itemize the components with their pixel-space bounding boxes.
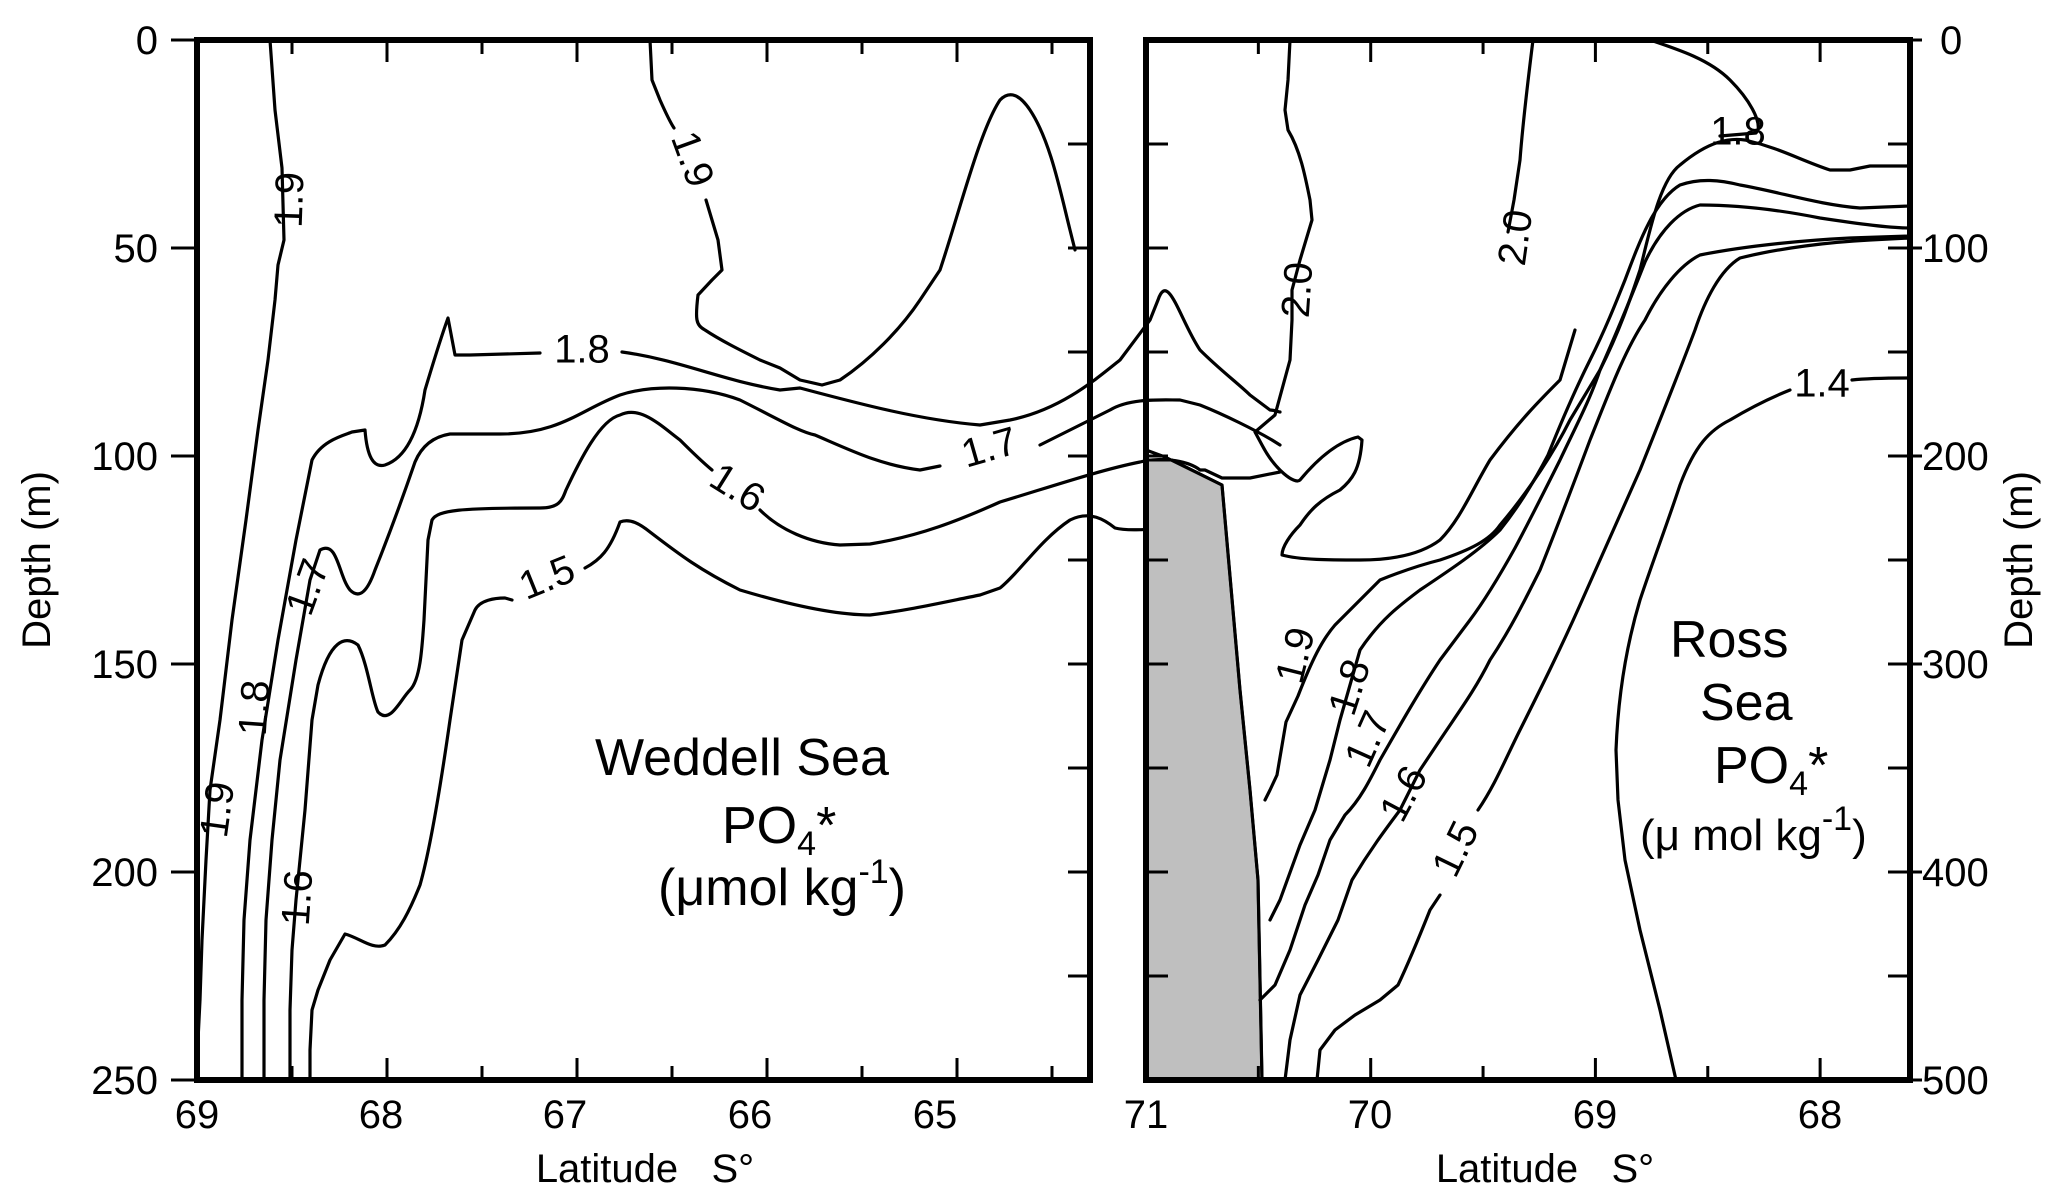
weddell-ytick-150: 150: [91, 643, 158, 687]
ross-annotation: Ross Sea PO4* (μ mol kg-1): [1640, 611, 1867, 860]
ross-contour-1.4: [1614, 388, 1792, 1082]
weddell-ytick-50: 50: [114, 227, 159, 271]
ross-contour-1.5-b: [1476, 236, 1912, 812]
weddell-label-1.8-mid: 1.8: [554, 328, 610, 372]
ross-label-2.0-right: 2.0: [1490, 207, 1541, 268]
ross-label-1.5: 1.5: [1424, 814, 1488, 883]
weddell-label-1.7-left: 1.7: [278, 554, 338, 621]
ross-label-1.4: 1.4: [1794, 362, 1850, 406]
weddell-annotation-title: Weddell Sea: [595, 729, 889, 787]
weddell-contour-1.7-b: [1038, 398, 1282, 447]
weddell-xtick-67: 67: [543, 1093, 588, 1137]
ross-x-tick-labels: 71 70 69 68: [1124, 1093, 1843, 1137]
weddell-annotation-units: (μmol kg-1): [658, 853, 906, 917]
ross-xtick-69: 69: [1573, 1093, 1618, 1137]
weddell-label-1.9-upper: 1.9: [662, 126, 722, 193]
ross-contour-labels: 1.8 2.0 2.0 1.9 1.8 1.7 1.6 1.5 1.4: [1268, 110, 1850, 884]
weddell-ytick-0: 0: [136, 19, 158, 63]
ross-contours: [1253, 38, 1912, 1082]
weddell-contour-1.8-b: [620, 289, 1282, 427]
weddell-contour-1.5-b: [583, 514, 1207, 617]
ross-xtick-71: 71: [1124, 1093, 1169, 1137]
weddell-label-1.8-left: 1.8: [231, 679, 279, 738]
ross-x-axis-title: Latitude S°: [1436, 1147, 1654, 1191]
ross-label-1.8-top: 1.8: [1710, 110, 1766, 154]
ross-label-2.0-left: 2.0: [1274, 261, 1322, 320]
ross-y-tick-labels: 0 100 200 300 400 500: [1922, 19, 1989, 1103]
ross-ytick-500: 500: [1922, 1059, 1989, 1103]
weddell-contour-labels: 1.9 1.9 1.8 1.8 1.7 1.7 1.6 1.6 1.5 1.9: [192, 126, 1022, 928]
weddell-label-1.9-top: 1.9: [267, 171, 313, 228]
weddell-contour-1.9-c: [694, 93, 1077, 387]
ross-ytick-0: 0: [1940, 19, 1962, 63]
ross-panel: 1.8 2.0 2.0 1.9 1.8 1.7 1.6 1.5 1.4 71 7…: [1124, 19, 2041, 1191]
weddell-y-tick-labels: 0 50 100 150 200 250: [91, 19, 158, 1103]
weddell-panel: 1.9 1.9 1.8 1.8 1.7 1.7 1.6 1.6 1.5 1.9 …: [15, 19, 1282, 1191]
weddell-annotation: Weddell Sea PO4* (μmol kg-1): [595, 729, 906, 917]
weddell-ticks: [171, 38, 1090, 1082]
weddell-label-1.6-left: 1.6: [274, 869, 322, 928]
ross-contour-2.0-b: [1506, 38, 1535, 234]
ross-annotation-po4: PO4*: [1714, 737, 1828, 803]
ross-annotation-line2: Sea: [1700, 674, 1793, 732]
weddell-label-1.5: 1.5: [513, 547, 581, 609]
ross-annotation-units: (μ mol kg-1): [1640, 800, 1867, 860]
weddell-x-tick-labels: 69 68 67 66 65: [175, 1093, 958, 1137]
weddell-ytick-200: 200: [91, 851, 158, 895]
ross-contour-1.4-b: [1850, 376, 1912, 382]
weddell-contour-1.9-a: [196, 38, 286, 1082]
ross-annotation-line1: Ross: [1670, 611, 1788, 669]
ross-ticks: [1144, 38, 1922, 1082]
weddell-contour-1.6-a: [288, 410, 714, 1082]
weddell-x-axis-title: Latitude S°: [536, 1147, 754, 1191]
ross-contour-1.9: [1263, 137, 1912, 802]
ross-seafloor-shading: [1144, 450, 1264, 1082]
weddell-label-1.9-low: 1.9: [192, 779, 243, 840]
ross-xtick-70: 70: [1348, 1093, 1393, 1137]
weddell-xtick-68: 68: [359, 1093, 404, 1137]
ross-ytick-100: 100: [1922, 227, 1989, 271]
ross-contour-2.0-a: [1253, 38, 1577, 562]
weddell-xtick-66: 66: [728, 1093, 773, 1137]
weddell-y-axis-title: Depth (m): [15, 471, 59, 649]
weddell-label-1.7-right: 1.7: [957, 419, 1023, 477]
weddell-ytick-100: 100: [91, 435, 158, 479]
ross-ytick-200: 200: [1922, 435, 1989, 479]
weddell-ytick-250: 250: [91, 1059, 158, 1103]
ross-contour-1.8: [1268, 178, 1912, 922]
weddell-xtick-65: 65: [913, 1093, 958, 1137]
ross-contour-1.5: [1315, 893, 1442, 1082]
ross-ytick-400: 400: [1922, 851, 1989, 895]
ross-label-1.9: 1.9: [1268, 623, 1324, 688]
ross-label-1.6: 1.6: [1371, 759, 1436, 829]
ross-contour-1.8-top: [1648, 38, 1760, 138]
ross-y-axis-title: Depth (m): [1997, 471, 2041, 649]
weddell-contour-1.7-a: [262, 386, 942, 1082]
weddell-contour-1.8-a: [240, 316, 542, 1082]
weddell-plot-frame: [194, 37, 1093, 1083]
weddell-contours: [196, 38, 1282, 1082]
ross-contour-1.7: [1258, 203, 1912, 1002]
ross-ytick-300: 300: [1922, 643, 1989, 687]
ross-xtick-68: 68: [1798, 1093, 1843, 1137]
weddell-contour-1.9-b: [648, 38, 676, 130]
weddell-xtick-69: 69: [175, 1093, 220, 1137]
ross-contour-1.6: [1283, 234, 1912, 1082]
weddell-contour-1.5-a: [308, 596, 514, 1082]
weddell-annotation-po4: PO4*: [722, 797, 836, 863]
